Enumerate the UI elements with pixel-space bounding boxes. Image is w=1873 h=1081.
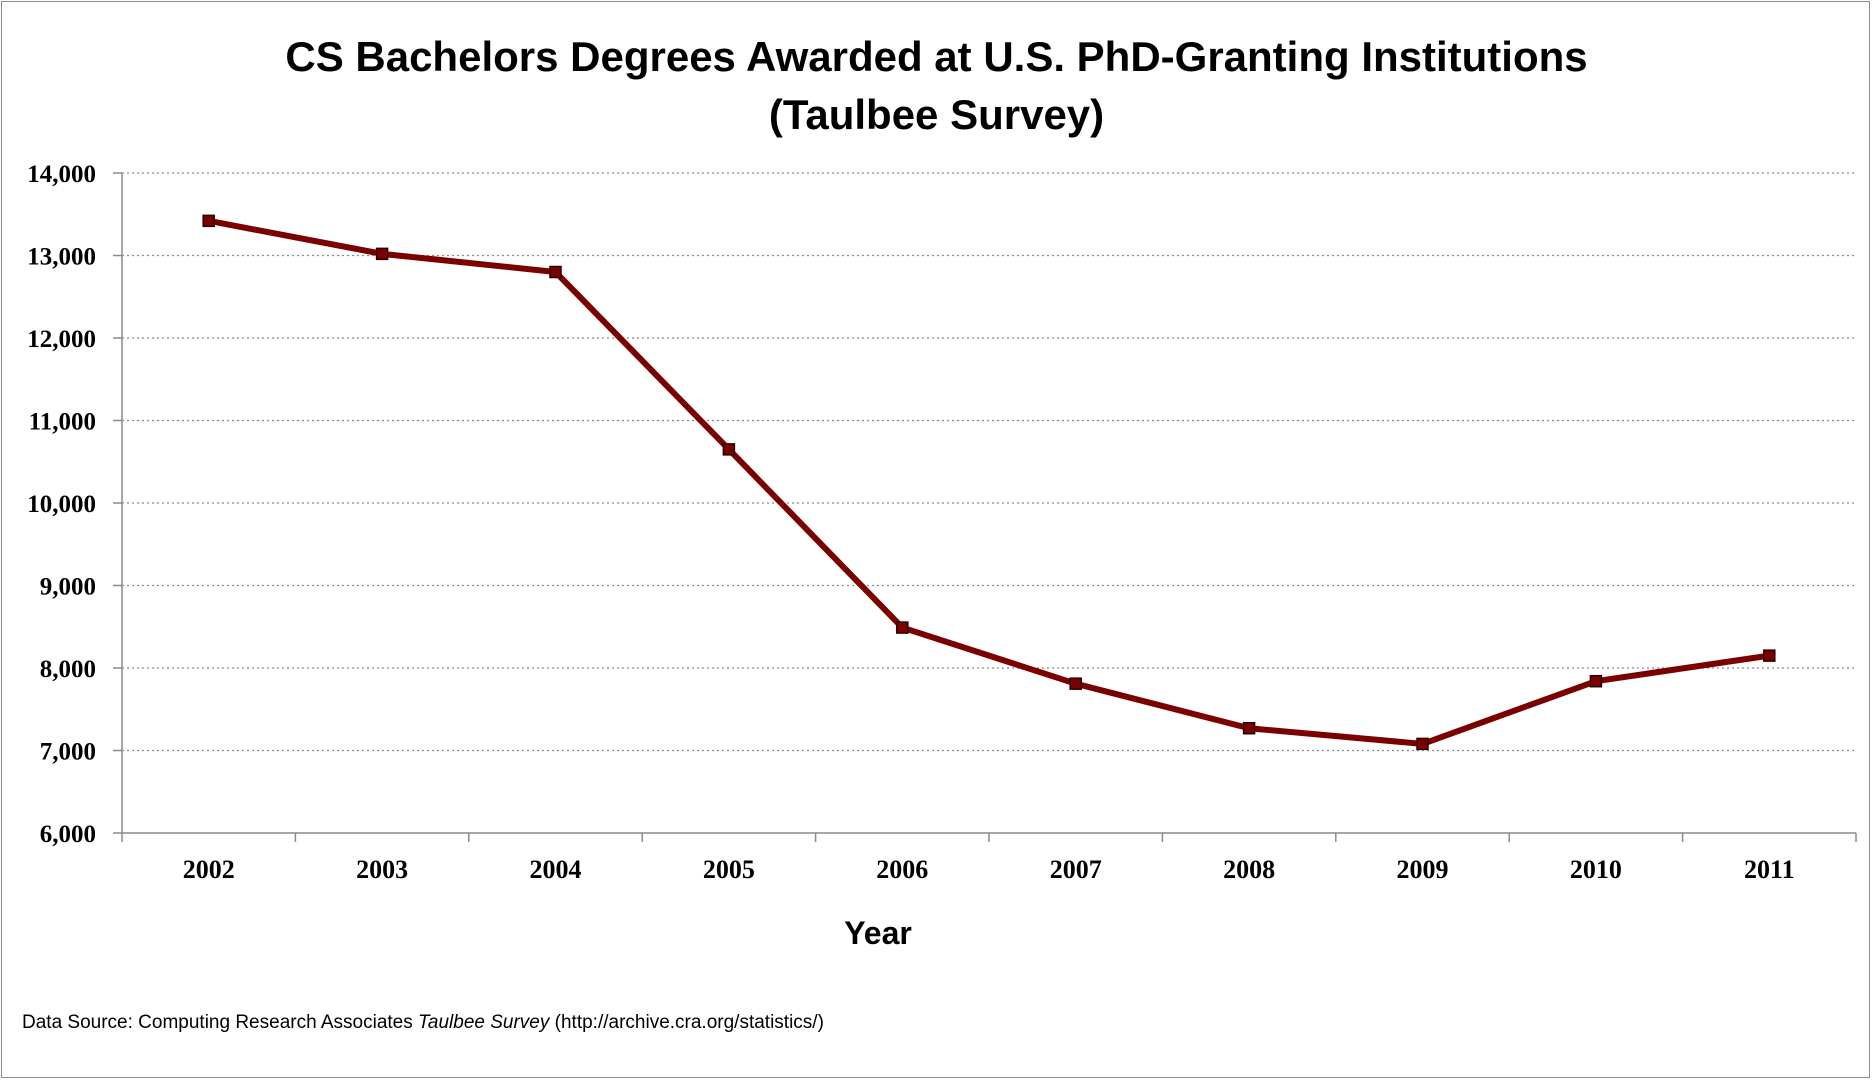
- chart-title-line-1: CS Bachelors Degrees Awarded at U.S. PhD…: [285, 33, 1588, 80]
- source-note: Data Source: Computing Research Associat…: [22, 1012, 824, 1034]
- y-tick-label: 6,000: [40, 821, 96, 848]
- data-point: [722, 443, 736, 456]
- axes: [113, 172, 1857, 842]
- chart-title-line-2: (Taulbee Survey): [768, 91, 1105, 138]
- y-tick-label: 9,000: [40, 574, 96, 601]
- data-point: [1589, 674, 1603, 688]
- data-point: [896, 621, 909, 634]
- data-point: [1416, 737, 1429, 751]
- source-suffix: (http://archive.cra.org/statistics/): [549, 1012, 824, 1033]
- x-axis-title: Year: [844, 915, 912, 951]
- source-italic: Taulbee Survey: [418, 1012, 550, 1033]
- y-tick-label: 14,000: [27, 161, 96, 188]
- data-point: [1069, 677, 1082, 690]
- data-point: [549, 265, 562, 279]
- y-tick-label: 7,000: [40, 739, 96, 766]
- series-layer: [202, 214, 1776, 751]
- x-tick-label: 2005: [703, 855, 755, 884]
- x-tick-label: 2006: [876, 855, 928, 884]
- y-tick-labels: 6,000 7,000 8,000 9,000 10,000 11,000 12,000 13…: [27, 161, 96, 848]
- chart-title: CS Bachelors Degrees Awarded at U.S. PhD…: [0, 28, 1873, 144]
- x-tick-label: 2008: [1223, 855, 1275, 884]
- data-point: [202, 214, 215, 228]
- source-prefix: Data Source: Computing Research Associat…: [22, 1012, 419, 1033]
- x-tick-labels: 2002 2003 2004 2005 2006 2007 2008 2009 2010 2011: [183, 855, 1795, 884]
- data-point: [375, 247, 389, 261]
- x-tick-label: 2007: [1050, 855, 1102, 884]
- y-tick-label: 11,000: [29, 409, 96, 436]
- y-tick-label: 12,000: [27, 326, 96, 353]
- x-tick-label: 2009: [1397, 855, 1449, 884]
- x-tick-label: 2003: [356, 855, 408, 884]
- y-tick-label: 8,000: [40, 656, 96, 683]
- x-tick-label: 2011: [1744, 855, 1795, 884]
- gridlines: [122, 172, 1856, 752]
- x-tick-label: 2010: [1570, 855, 1622, 884]
- data-point: [1763, 649, 1776, 662]
- series-line: [205, 217, 1773, 747]
- y-tick-label: 13,000: [27, 244, 96, 271]
- y-tick-label: 10,000: [27, 491, 96, 518]
- x-tick-label: 2004: [530, 855, 582, 884]
- data-point: [1242, 721, 1256, 735]
- x-tick-label: 2002: [183, 855, 235, 884]
